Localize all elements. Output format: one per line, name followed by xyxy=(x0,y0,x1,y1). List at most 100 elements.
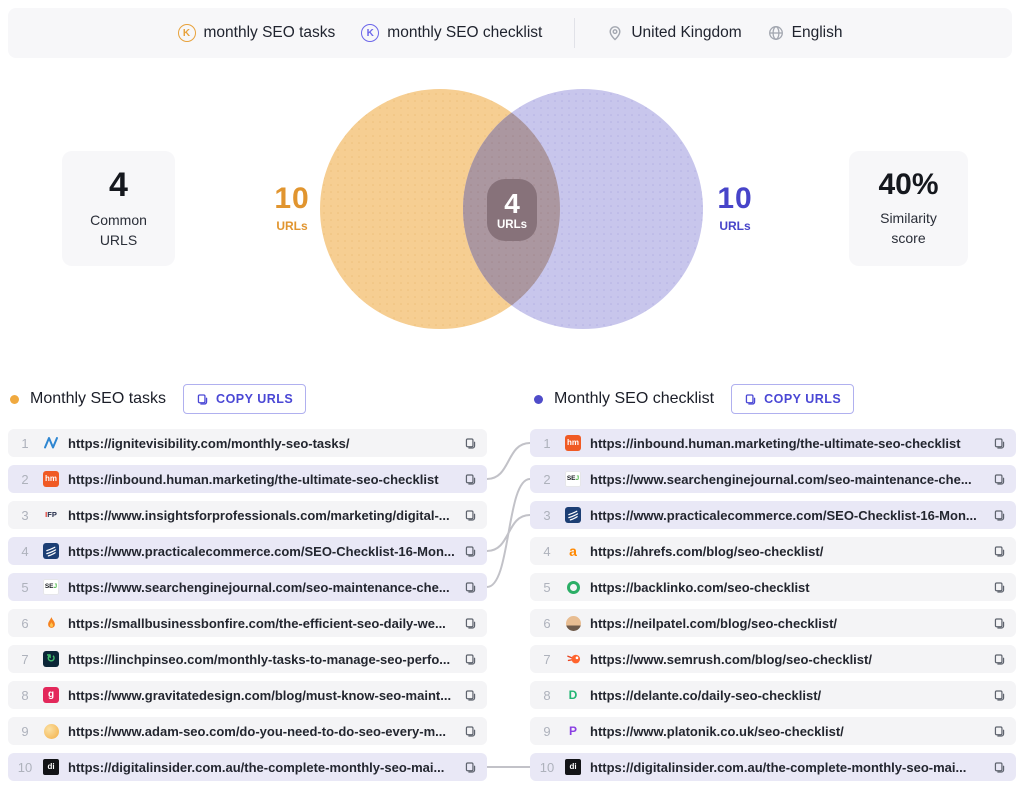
url-row[interactable]: 4 https://www.practicalecommerce.com/SEO-… xyxy=(8,537,487,565)
left-list-title: Monthly SEO tasks xyxy=(30,390,167,407)
copy-url-icon[interactable] xyxy=(993,725,1006,738)
keyword-1-label: monthly SEO tasks xyxy=(203,24,336,41)
url-text: https://www.gravitatedesign.com/blog/mus… xyxy=(68,687,452,703)
url-row[interactable]: 8 g https://www.gravitatedesign.com/blog/m… xyxy=(8,681,487,709)
url-text: https://www.practicalecommerce.com/SEO-C… xyxy=(68,543,455,559)
rank-number: 9 xyxy=(543,723,551,739)
copy-url-icon[interactable] xyxy=(993,473,1006,486)
rank-number: 6 xyxy=(543,615,551,631)
search-engine-journal-favicon: SE J xyxy=(565,471,581,487)
copy-url-icon[interactable] xyxy=(993,653,1006,666)
url-row[interactable]: 7 ↻ https://linchpinseo.com/monthly-tasks-… xyxy=(8,645,487,673)
rank-number: 8 xyxy=(21,687,29,703)
copy-url-icon[interactable] xyxy=(464,761,477,774)
url-row[interactable]: 5 SE J https://www.searchenginejournal.com/… xyxy=(8,573,487,601)
globe-icon xyxy=(768,26,783,40)
location-pin-icon xyxy=(609,26,621,41)
practical-ecommerce-favicon xyxy=(565,507,581,523)
copy-url-icon[interactable] xyxy=(464,653,477,666)
keyword-2-label: monthly SEO checklist xyxy=(387,24,543,41)
rank-number: 2 xyxy=(21,471,29,487)
url-text: https://www.semrush.com/blog/seo-checkli… xyxy=(590,651,872,667)
left-url-list: 1 https://ignitevisibility.com/monthly-se… xyxy=(8,429,487,789)
url-row[interactable]: 3 https://www.practicalecommerce.com/SEO-… xyxy=(530,501,1016,529)
copy-url-icon[interactable] xyxy=(993,581,1006,594)
keyword-chip-2: K monthly SEO checklist xyxy=(361,24,542,42)
url-text: https://neilpatel.com/blog/seo-checklist… xyxy=(590,615,838,631)
rank-number: 6 xyxy=(21,615,29,631)
rank-number: 4 xyxy=(21,543,29,559)
url-text: https://digitalinsider.com.au/the-comple… xyxy=(590,759,967,775)
rank-number: 10 xyxy=(17,759,33,775)
digital-insider-favicon: di xyxy=(43,759,59,775)
url-row[interactable]: 7 https://www.semrush.com/blog/seo-checkl… xyxy=(530,645,1016,673)
language-chip: English xyxy=(768,24,843,42)
url-row[interactable]: 10 di https://digitalinsider.com.au/the-co… xyxy=(530,753,1016,781)
url-row[interactable]: 2 hm https://inbound.human.marketing/the-u… xyxy=(8,465,487,493)
copy-urls-button-left[interactable]: COPY URLS xyxy=(183,384,307,414)
common-urls-value: 4 xyxy=(109,165,128,204)
rank-number: 3 xyxy=(21,507,29,523)
match-connector xyxy=(486,442,531,480)
copy-url-icon[interactable] xyxy=(464,689,477,702)
gravitate-design-favicon: g xyxy=(43,687,59,703)
url-text: https://backlinko.com/seo-checklist xyxy=(590,579,810,595)
copy-url-icon[interactable] xyxy=(993,545,1006,558)
copy-url-icon[interactable] xyxy=(993,617,1006,630)
copy-url-icon[interactable] xyxy=(993,689,1006,702)
copy-urls-button-right[interactable]: COPY URLS xyxy=(731,384,855,414)
url-text: https://www.searchenginejournal.com/seo-… xyxy=(68,579,450,595)
copy-url-icon[interactable] xyxy=(464,545,477,558)
url-row[interactable]: 6 https://smallbusinessbonfire.com/the-ef… xyxy=(8,609,487,637)
copy-url-icon[interactable] xyxy=(464,725,477,738)
semrush-favicon xyxy=(565,651,581,667)
rank-number: 9 xyxy=(21,723,29,739)
platonik-favicon: P xyxy=(568,724,577,738)
practical-ecommerce-favicon xyxy=(43,543,59,559)
url-row[interactable]: 4 a https://ahrefs.com/blog/seo-checklist/ xyxy=(530,537,1016,565)
rank-number: 3 xyxy=(543,507,551,523)
copy-url-icon[interactable] xyxy=(464,437,477,450)
right-list-header: Monthly SEO checklist COPY URLS xyxy=(534,384,855,414)
copy-url-icon[interactable] xyxy=(993,761,1006,774)
url-row[interactable]: 9 https://www.adam-seo.com/do-you-need-to… xyxy=(8,717,487,745)
copy-icon xyxy=(197,393,208,405)
copy-url-icon[interactable] xyxy=(993,437,1006,450)
rank-number: 5 xyxy=(543,579,551,595)
copy-url-icon[interactable] xyxy=(464,617,477,630)
url-text: https://delante.co/daily-seo-checklist/ xyxy=(590,687,822,703)
human-marketing-favicon: hm xyxy=(565,435,581,451)
rank-number: 2 xyxy=(543,471,551,487)
url-row[interactable]: 5 https://backlinko.com/seo-checklist xyxy=(530,573,1016,601)
rank-number: 10 xyxy=(539,759,555,775)
neil-patel-favicon xyxy=(565,615,581,631)
url-row[interactable]: 10 di https://digitalinsider.com.au/the-co… xyxy=(8,753,487,781)
left-list-header: Monthly SEO tasks COPY URLS xyxy=(10,384,307,414)
delante-favicon: D xyxy=(568,688,578,702)
url-row[interactable]: 3 I FP https://www.insightsforprofessionals… xyxy=(8,501,487,529)
location-chip: United Kingdom xyxy=(607,24,742,42)
match-connector xyxy=(486,514,531,552)
url-row[interactable]: 6 https://neilpatel.com/blog/seo-checklis… xyxy=(530,609,1016,637)
ignitevisibility-favicon xyxy=(43,435,59,451)
url-row[interactable]: 1 https://ignitevisibility.com/monthly-se… xyxy=(8,429,487,457)
url-row[interactable]: 1 hm https://inbound.human.marketing/the-u… xyxy=(530,429,1016,457)
copy-url-icon[interactable] xyxy=(464,473,477,486)
copy-url-icon[interactable] xyxy=(993,509,1006,522)
right-url-list: 1 hm https://inbound.human.marketing/the-u… xyxy=(530,429,1016,789)
url-text: https://inbound.human.marketing/the-ulti… xyxy=(590,435,961,451)
right-circle-count: 10 URLs xyxy=(717,182,753,234)
match-connector xyxy=(486,478,531,588)
similarity-score-card: 40% Similarity score xyxy=(849,151,968,266)
linchpin-seo-favicon: ↻ xyxy=(43,651,59,667)
divider xyxy=(574,18,576,48)
copy-url-icon[interactable] xyxy=(464,581,477,594)
url-row[interactable]: 2 SE J https://www.searchenginejournal.com/… xyxy=(530,465,1016,493)
rank-number: 1 xyxy=(543,435,551,451)
keyword-k-icon: K xyxy=(177,24,196,42)
copy-url-icon[interactable] xyxy=(464,509,477,522)
digital-insider-favicon: di xyxy=(565,759,581,775)
